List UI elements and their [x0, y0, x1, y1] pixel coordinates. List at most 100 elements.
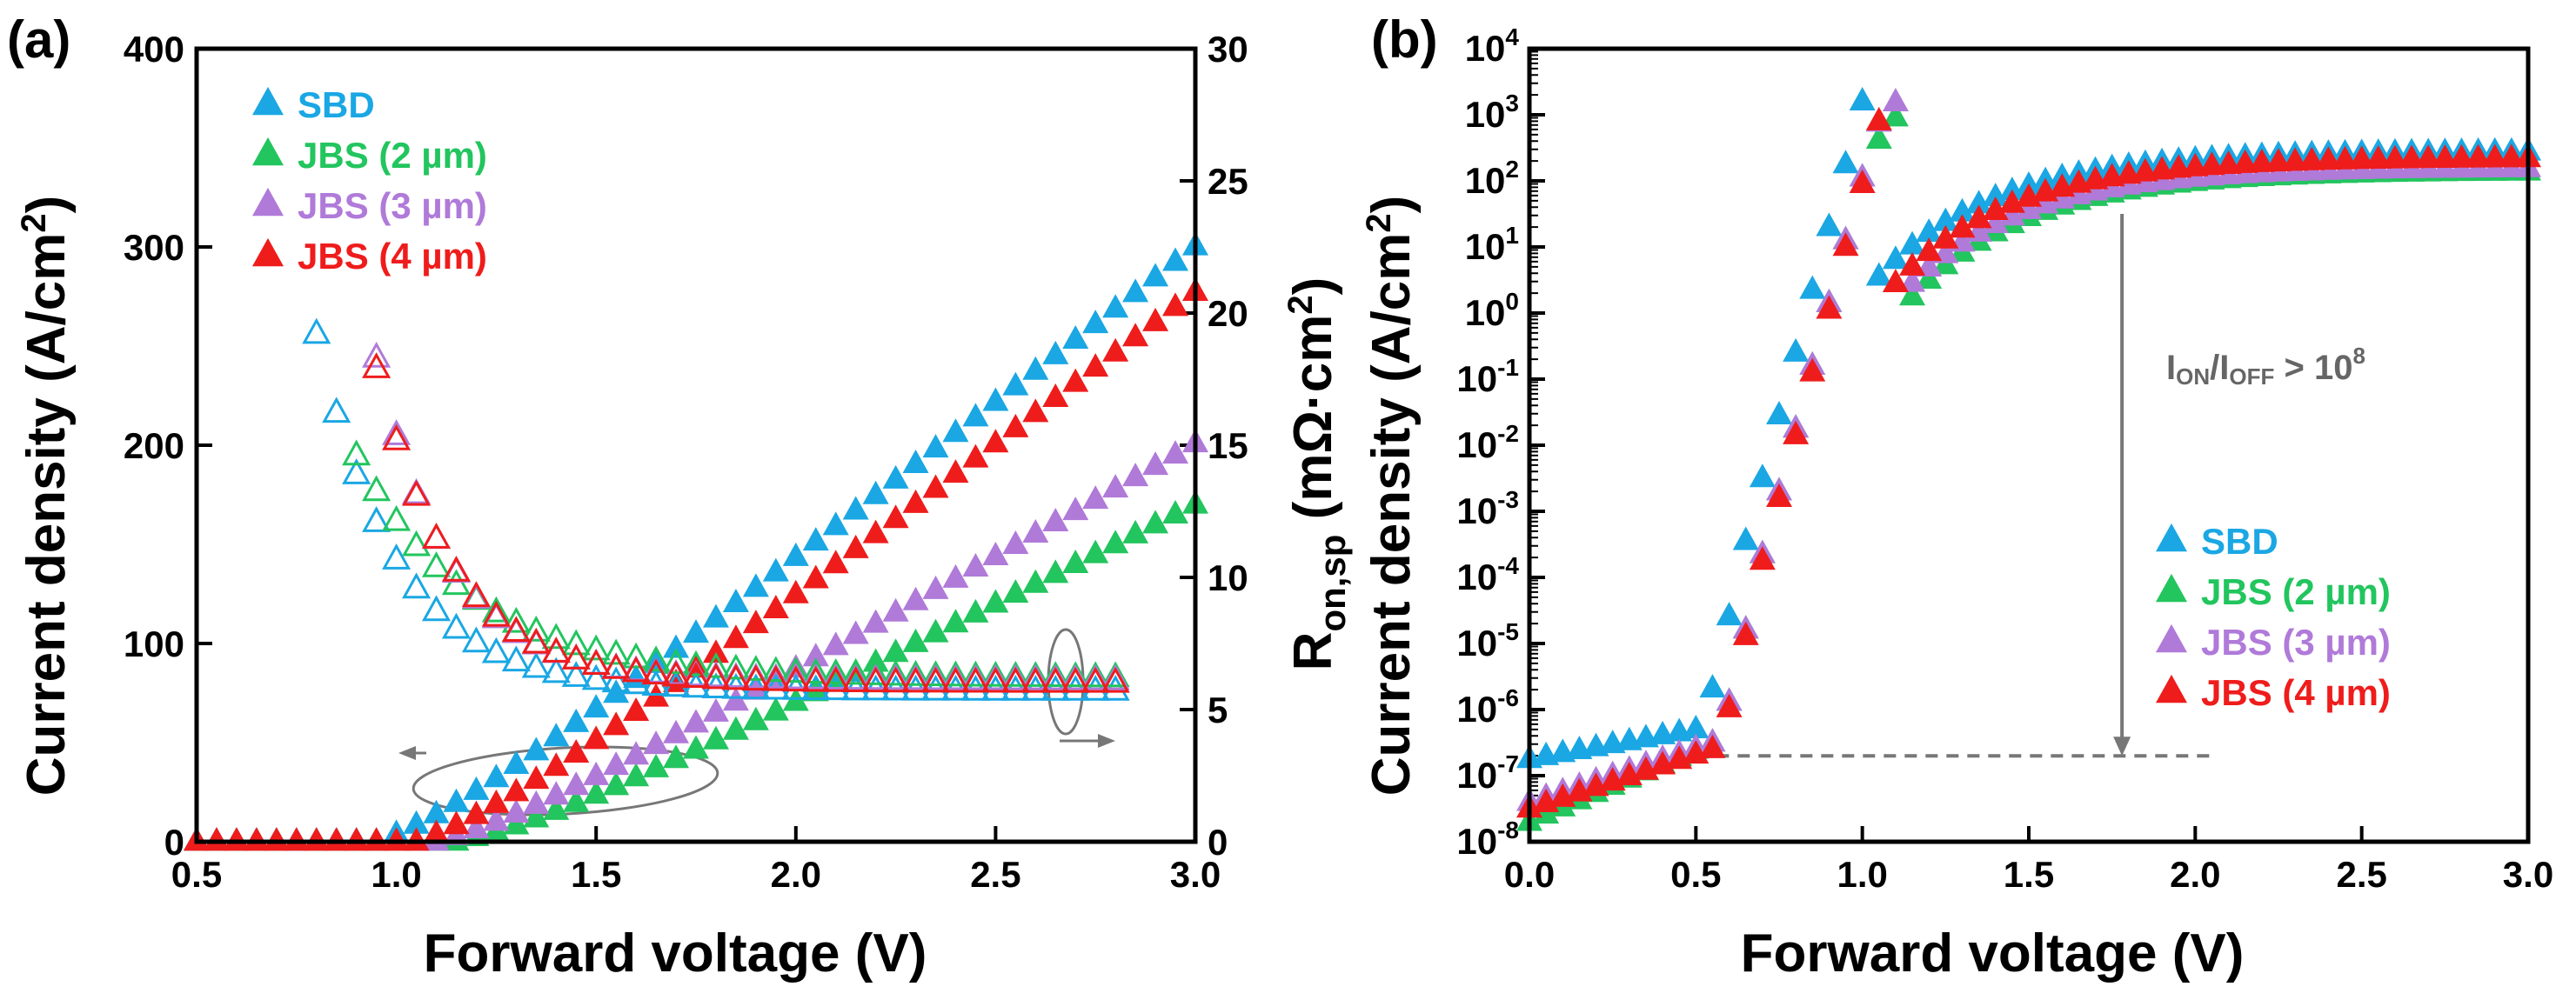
data-point: [1916, 265, 1943, 290]
data-point: [1062, 549, 1089, 573]
data-point: [1899, 268, 1926, 292]
data-point: [962, 598, 989, 623]
y-tick-label: 10-6: [1456, 684, 1519, 730]
data-point: [801, 657, 831, 684]
data-point: [802, 643, 829, 667]
data-point: [702, 697, 729, 722]
data-point: [1042, 508, 1069, 532]
data-point: [1749, 463, 1776, 488]
data-point: [523, 803, 550, 828]
data-point: [1816, 212, 1843, 237]
data-point: [702, 603, 729, 628]
series-right-JBS4m: [362, 352, 1130, 693]
data-point: [940, 666, 971, 693]
data-point: [1002, 579, 1029, 603]
data-point: [722, 588, 749, 612]
data-point: [722, 624, 749, 649]
data-point: [762, 697, 789, 721]
data-point: [523, 737, 550, 761]
data-point: [421, 523, 452, 549]
y-tick-label: 104: [1465, 23, 1520, 69]
data-point: [343, 827, 370, 851]
data-point: [601, 652, 631, 679]
data-point: [742, 573, 769, 597]
data-point: [362, 506, 391, 532]
series-SBD: [1516, 87, 2541, 769]
data-point: [1766, 401, 1792, 425]
data-point: [862, 609, 889, 633]
data-point: [342, 458, 371, 484]
data-point: [1082, 353, 1109, 377]
data-point: [563, 788, 590, 812]
data-point: [1849, 87, 1876, 111]
data-point: [742, 706, 769, 730]
data-point: [781, 665, 811, 692]
data-point: [782, 579, 809, 603]
data-point: [543, 781, 570, 805]
y-tick-label: 103: [1465, 90, 1519, 135]
data-point: [362, 475, 391, 502]
data-point: [503, 750, 530, 775]
data-point: [463, 800, 490, 824]
data-point: [702, 725, 729, 750]
y2-tick-label: 20: [1208, 293, 1248, 334]
data-point: [982, 429, 1009, 453]
data-point: [2332, 145, 2359, 170]
data-point: [1998, 189, 2025, 213]
data-point: [581, 634, 611, 661]
data-point: [421, 523, 452, 550]
data-point: [661, 648, 691, 675]
panel-a-y2label: Ron,sp (mΩ·cm2): [1281, 277, 1353, 671]
y-tick-label: 10-5: [1456, 618, 1519, 663]
data-point: [922, 474, 949, 498]
data-point: [980, 660, 1010, 687]
data-point: [762, 594, 789, 618]
data-point: [920, 660, 951, 686]
data-point: [922, 575, 949, 599]
data-point: [402, 530, 432, 557]
data-point: [661, 660, 691, 687]
data-point: [563, 771, 590, 796]
data-point: [742, 610, 769, 634]
data-point: [1082, 539, 1109, 563]
data-point: [1062, 325, 1089, 350]
data-point: [1849, 170, 1876, 194]
data-point: [683, 709, 709, 733]
data-point: [1002, 413, 1029, 437]
data-point: [1142, 510, 1169, 534]
data-point: [223, 827, 250, 851]
data-point: [962, 403, 989, 427]
data-point: [523, 790, 550, 814]
data-point: [2365, 144, 2392, 169]
x-tick-label: 2.0: [2170, 854, 2220, 895]
y-tick-label: 100: [124, 623, 184, 664]
legend-marker: [252, 137, 284, 166]
legend-label: JBS (3 µm): [298, 185, 487, 226]
data-point: [2348, 145, 2375, 170]
data-point: [2381, 144, 2408, 169]
y-tick-label: 10-4: [1456, 552, 1519, 597]
data-point: [1865, 125, 1892, 150]
y2-tick-label: 5: [1208, 690, 1228, 730]
panel-b-series: [1516, 87, 2541, 831]
data-point: [1142, 307, 1169, 331]
data-point: [1899, 230, 1926, 255]
panel-b-xlabel: Forward voltage (V): [1741, 923, 2245, 983]
panel-a-label: (a): [7, 10, 70, 69]
series-right-JBS3m: [362, 341, 1130, 690]
data-point: [623, 697, 650, 722]
data-point: [563, 739, 590, 763]
data-point: [1899, 251, 1926, 276]
data-point: [1162, 247, 1189, 271]
on-off-arrow-head: [2113, 737, 2131, 757]
legend-marker: [252, 237, 284, 267]
y-tick-label: 10-1: [1456, 354, 1519, 399]
legend-marker: [2156, 573, 2187, 603]
data-point: [942, 418, 969, 443]
data-point: [402, 479, 432, 506]
data-point: [1982, 196, 2009, 220]
left-series-ellipse: [411, 745, 719, 817]
data-point: [1783, 337, 1810, 362]
data-point: [583, 725, 610, 750]
data-point: [2481, 143, 2508, 168]
